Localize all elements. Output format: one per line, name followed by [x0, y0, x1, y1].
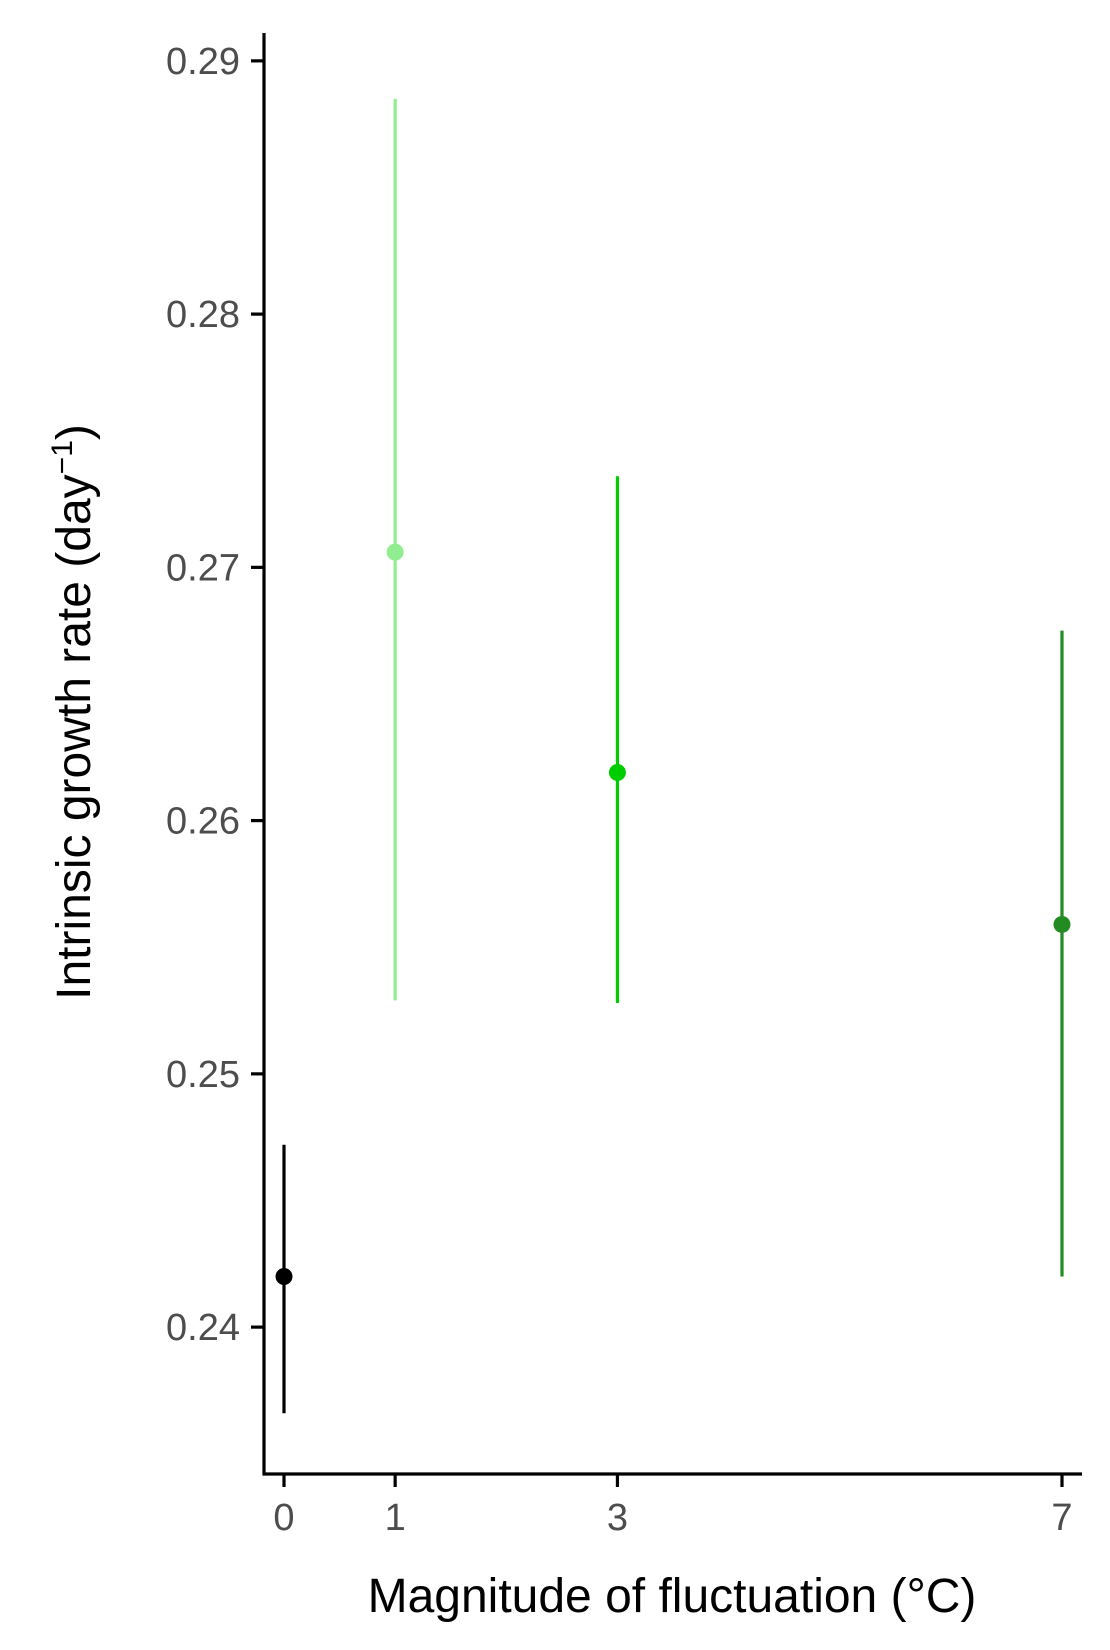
- y-axis-title-superscript: −1: [46, 440, 79, 474]
- data-point-3: [608, 763, 626, 781]
- x-axis-title: Magnitude of fluctuation (°C): [368, 1570, 977, 1623]
- x-tick-label-0: 0: [273, 1497, 294, 1539]
- data-point-0: [275, 1267, 293, 1285]
- y-tick-label-0.29: 0.29: [166, 41, 240, 83]
- y-tick-label-0.27: 0.27: [166, 547, 240, 589]
- y-tick-label-0.28: 0.28: [166, 294, 240, 336]
- y-axis-title-close: ): [48, 424, 101, 440]
- tick-layer: 0.24 0.25 0.26 0.27 0.28 0.29 0 1 3 7: [166, 41, 1073, 1539]
- x-tick-label-7: 7: [1051, 1497, 1072, 1539]
- point-layer: [275, 543, 1071, 1285]
- y-axis-title-main: Intrinsic growth rate (day: [48, 474, 101, 1000]
- data-point-7: [1053, 915, 1071, 933]
- errorbar-layer: [282, 98, 1064, 1414]
- x-tick-label-3: 3: [607, 1497, 628, 1539]
- y-tick-label-0.25: 0.25: [166, 1054, 240, 1096]
- y-tick-label-0.26: 0.26: [166, 801, 240, 843]
- y-tick-label-0.24: 0.24: [166, 1307, 240, 1349]
- data-point-1: [386, 543, 404, 561]
- x-tick-label-1: 1: [385, 1497, 406, 1539]
- y-axis-title: Intrinsic growth rate (day−1): [46, 424, 101, 1000]
- axes-layer: [262, 33, 1082, 1476]
